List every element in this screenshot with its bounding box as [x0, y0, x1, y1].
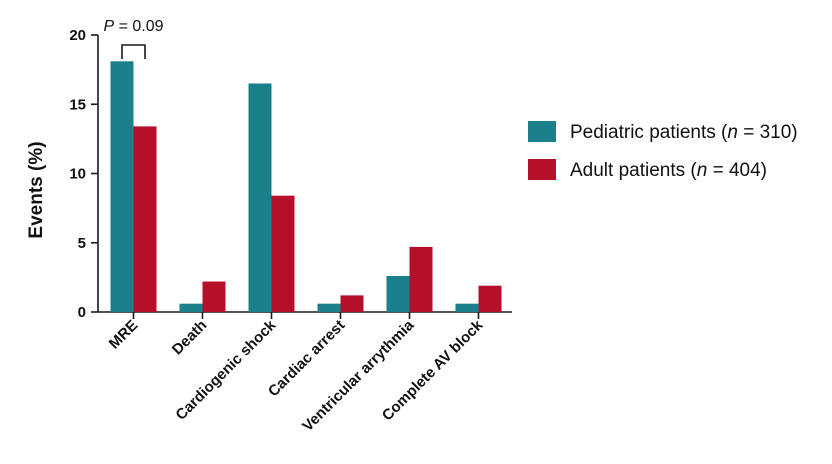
- y-tick-label: 0: [78, 304, 86, 321]
- bar-adult-2: [271, 195, 295, 312]
- legend-label-pediatric: Pediatric patients (n = 310): [570, 122, 798, 143]
- legend-swatch-adult: [528, 159, 556, 180]
- y-tick-label: 20: [69, 27, 86, 44]
- bar-adult-0: [133, 126, 157, 312]
- bar-adult-3: [340, 295, 364, 312]
- significance-bracket: [121, 44, 146, 59]
- legend-label-n: n: [697, 160, 708, 181]
- y-axis: 0 5 10 15 20: [69, 27, 99, 321]
- y-tick-label: 10: [69, 166, 86, 183]
- legend-label-prefix: Pediatric patients (: [570, 122, 728, 143]
- bars-group: [110, 61, 502, 312]
- p-value-text: = 0.09: [114, 18, 163, 35]
- y-tick-label: 15: [69, 96, 86, 113]
- x-tick-label: Ventricular arrythmia: [299, 316, 418, 435]
- legend-label-adult: Adult patients (n = 404): [570, 160, 767, 181]
- p-value-label: P = 0.09: [103, 18, 163, 35]
- y-tick-label: 5: [78, 235, 86, 252]
- p-value-annotation: P = 0.09: [103, 18, 164, 59]
- bar-adult-1: [202, 281, 226, 312]
- legend: Pediatric patients (n = 310)Adult patien…: [528, 121, 798, 181]
- p-symbol: P: [103, 18, 114, 35]
- legend-label-suffix: = 310): [738, 122, 798, 143]
- legend-label-prefix: Adult patients (: [570, 160, 697, 181]
- bar-pediatric-4: [386, 275, 410, 312]
- bar-pediatric-1: [179, 303, 203, 312]
- bar-pediatric-5: [455, 303, 479, 312]
- y-axis-title: Events (%): [26, 141, 47, 238]
- bar-adult-4: [409, 246, 433, 312]
- bar-pediatric-0: [110, 61, 134, 312]
- bar-pediatric-2: [248, 83, 272, 312]
- legend-label-n: n: [727, 122, 738, 143]
- bar-pediatric-3: [317, 303, 341, 312]
- bar-adult-5: [478, 285, 502, 312]
- legend-swatch-pediatric: [528, 121, 556, 142]
- x-tick-label: MRE: [106, 317, 142, 353]
- x-tick-label: Death: [169, 317, 210, 358]
- legend-label-suffix: = 404): [707, 160, 767, 181]
